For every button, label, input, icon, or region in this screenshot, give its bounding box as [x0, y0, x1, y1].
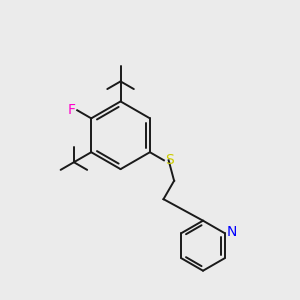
Text: S: S	[165, 153, 173, 167]
Text: N: N	[227, 225, 237, 239]
Text: F: F	[68, 103, 75, 117]
